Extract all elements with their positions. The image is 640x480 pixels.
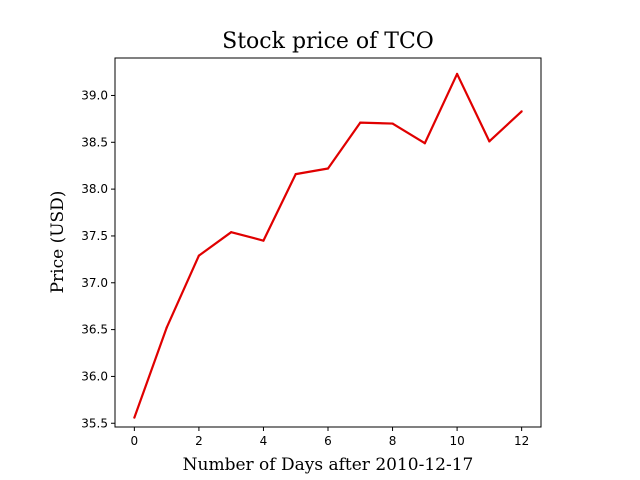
x-tick-label: 2 (195, 434, 203, 448)
data-point (423, 142, 426, 145)
x-tick-label: 8 (389, 434, 397, 448)
x-tick-label: 4 (260, 434, 268, 448)
x-axis-label: Number of Days after 2010-12-17 (183, 455, 474, 475)
x-axis-ticks: 0 2 4 6 8 10 12 (131, 427, 529, 448)
data-point (520, 110, 523, 113)
data-point (488, 140, 491, 143)
chart-title: Stock price of TCO (222, 29, 434, 54)
data-point (230, 231, 233, 234)
data-point (262, 239, 265, 242)
y-tick-label: 35.5 (81, 416, 108, 430)
series-layer (133, 72, 523, 419)
y-tick-label: 38.0 (81, 182, 108, 196)
x-tick-label: 0 (131, 434, 139, 448)
x-tick-label: 12 (514, 434, 529, 448)
plot-area (114, 57, 542, 428)
y-axis-ticks: 35.5 36.0 36.5 37.0 37.5 38.0 38.5 39.0 (81, 88, 115, 430)
y-tick-label: 36.5 (81, 323, 108, 337)
data-point (391, 122, 394, 125)
y-tick-label: 38.5 (81, 135, 108, 149)
data-point (133, 416, 136, 419)
x-tick-label: 6 (324, 434, 332, 448)
y-tick-label: 36.0 (81, 369, 108, 383)
x-tick-label: 10 (449, 434, 464, 448)
y-tick-label: 37.5 (81, 229, 108, 243)
y-tick-label: 37.0 (81, 276, 108, 290)
data-point (455, 72, 459, 76)
data-point (197, 254, 201, 257)
data-point (359, 121, 362, 124)
y-tick-label: 39.0 (81, 88, 108, 102)
data-point (165, 326, 168, 329)
y-axis-label: Price (USD) (48, 191, 68, 294)
data-point (326, 167, 330, 170)
data-point (294, 173, 297, 176)
